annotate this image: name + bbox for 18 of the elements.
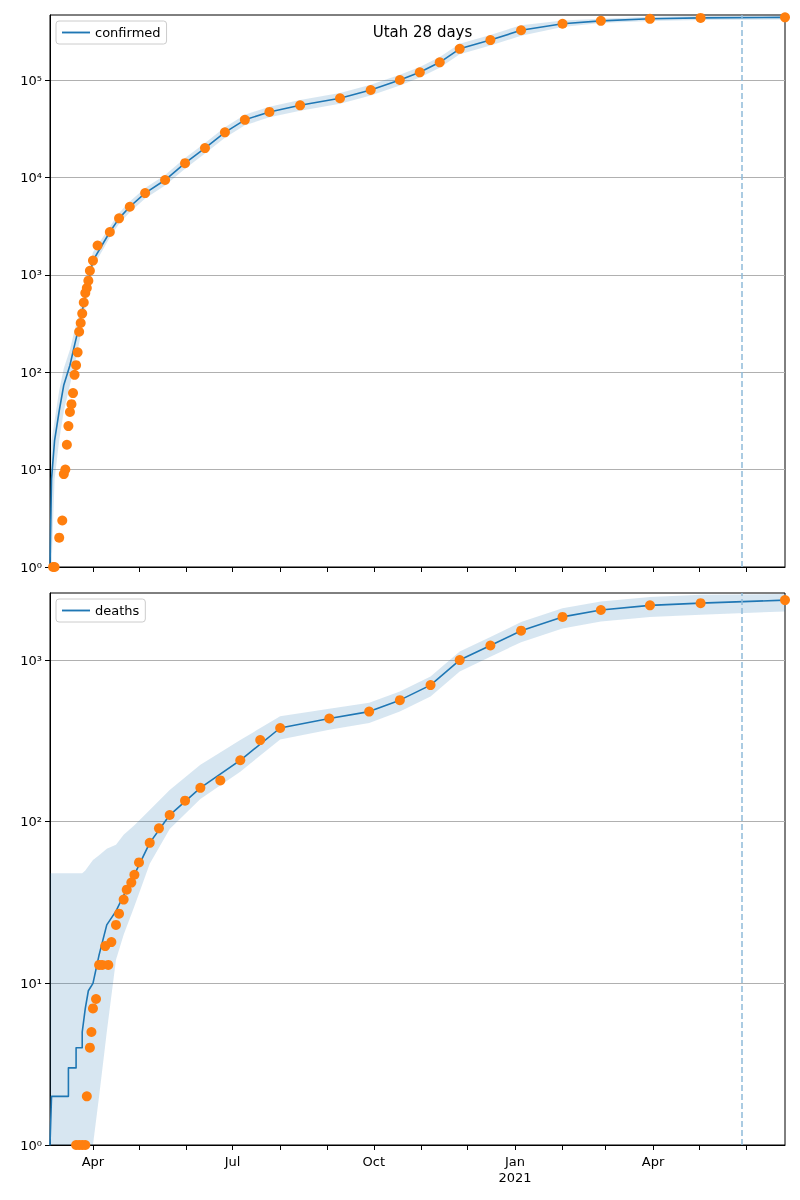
y-tick-label: 10⁰	[20, 1137, 42, 1153]
x-tick-label: Apr	[81, 1153, 105, 1169]
legend-label: confirmed	[95, 25, 161, 40]
x-tick-label: Jul	[223, 1153, 241, 1169]
y-tick-label: 10²	[20, 364, 42, 380]
y-tick-label: 10¹	[20, 975, 42, 991]
y-tick-label: 10⁵	[20, 72, 42, 88]
y-tick-label: 10³	[20, 267, 42, 283]
legend-label: deaths	[95, 603, 140, 618]
y-tick-label: 10¹	[20, 462, 42, 478]
x-tick-label: Apr	[641, 1153, 665, 1169]
y-tick-label: 10⁰	[20, 559, 42, 575]
y-tick-label: 10²	[20, 814, 42, 830]
y-tick-label: 10³	[20, 652, 42, 668]
x-tick-label: Oct	[362, 1153, 386, 1169]
text: Utah 28 days	[372, 22, 473, 41]
y-tick-label: 10⁴	[20, 169, 42, 185]
x-tick-label: Jan 2021	[498, 1153, 532, 1185]
